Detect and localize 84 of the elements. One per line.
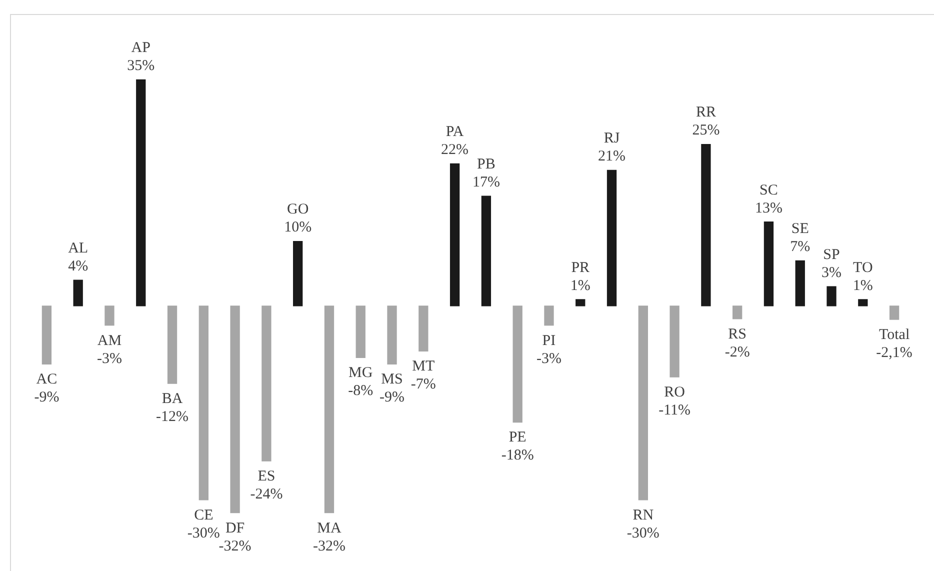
data-label: -32% — [218, 538, 252, 554]
data-label: 22% — [441, 142, 469, 158]
x-tick-label: SP — [823, 246, 840, 263]
data-label: 25% — [692, 122, 720, 139]
bar — [544, 306, 554, 326]
x-tick-label: AM — [97, 332, 122, 349]
x-tick-label: PI — [542, 332, 556, 349]
data-label: -9% — [34, 390, 60, 406]
bar — [764, 222, 774, 306]
data-label: 1% — [570, 278, 590, 294]
x-tick-label: PA — [446, 124, 464, 140]
data-label: -9% — [380, 390, 405, 406]
bar — [356, 306, 366, 358]
bar — [512, 306, 522, 423]
data-label: 13% — [754, 200, 782, 216]
data-label: -3% — [536, 350, 562, 367]
bar — [732, 306, 742, 320]
bar — [450, 163, 460, 306]
bar — [387, 306, 397, 364]
data-label: -12% — [156, 408, 189, 425]
x-tick-label: RO — [664, 384, 686, 400]
x-tick-label: CE — [194, 507, 214, 524]
data-label: -32% — [312, 538, 346, 554]
bar — [198, 306, 208, 500]
bar — [481, 196, 492, 306]
x-tick-label: PR — [571, 260, 590, 276]
bar — [104, 306, 114, 326]
data-label: 21% — [598, 148, 626, 165]
x-tick-label: PE — [508, 430, 526, 446]
x-tick-label: AL — [68, 240, 88, 257]
data-label: -2,1% — [876, 344, 912, 361]
data-label: 7% — [790, 239, 810, 256]
x-tick-label: RR — [696, 104, 716, 121]
data-label: -3% — [96, 350, 122, 367]
bar — [889, 306, 900, 320]
x-tick-label: SC — [760, 182, 778, 198]
bar — [576, 299, 586, 306]
x-tick-label: RJ — [604, 130, 620, 147]
x-tick-label: AP — [131, 40, 150, 56]
x-tick-label: BA — [162, 390, 183, 407]
x-tick-label: MG — [348, 365, 373, 382]
x-tick-label: RN — [632, 507, 654, 524]
data-label: 17% — [472, 174, 500, 190]
bar — [262, 306, 272, 462]
x-tick-label: ES — [258, 468, 276, 485]
x-tick-label: MA — [317, 520, 342, 536]
bar — [638, 306, 648, 500]
bar — [701, 144, 711, 306]
x-tick-label: SE — [791, 221, 809, 238]
data-label: -7% — [410, 376, 436, 393]
bar — [795, 260, 805, 306]
bar — [136, 79, 146, 306]
data-label: -30% — [187, 525, 220, 542]
x-tick-label: PB — [477, 156, 496, 172]
data-label: -8% — [348, 383, 374, 400]
x-tick-label: TO — [853, 260, 873, 276]
x-tick-label: AC — [36, 372, 58, 388]
bar — [606, 170, 617, 306]
data-label: -11% — [658, 402, 691, 418]
data-label: -30% — [626, 525, 660, 542]
bar — [826, 286, 836, 306]
x-tick-label: DF — [225, 520, 245, 536]
data-label: -18% — [501, 448, 534, 464]
x-tick-label: MS — [381, 372, 403, 388]
data-label: -24% — [250, 486, 283, 503]
x-tick-label: RS — [728, 326, 747, 342]
bar — [858, 299, 868, 306]
bar — [670, 306, 680, 378]
bar — [167, 306, 178, 384]
bar — [324, 306, 334, 514]
data-label: 3% — [822, 264, 842, 281]
x-tick-label: GO — [287, 202, 309, 218]
x-tick-label: MT — [412, 358, 435, 375]
bar — [293, 240, 303, 306]
bar — [418, 306, 428, 352]
bar — [73, 280, 83, 306]
data-label: 1% — [852, 278, 873, 294]
data-label: 10% — [284, 220, 312, 236]
x-tick-label: Total — [879, 326, 910, 343]
data-label: 35% — [127, 58, 155, 74]
bar — [230, 306, 240, 514]
data-label: 4% — [68, 258, 88, 275]
data-label: -2% — [724, 344, 750, 360]
bar — [42, 306, 52, 364]
